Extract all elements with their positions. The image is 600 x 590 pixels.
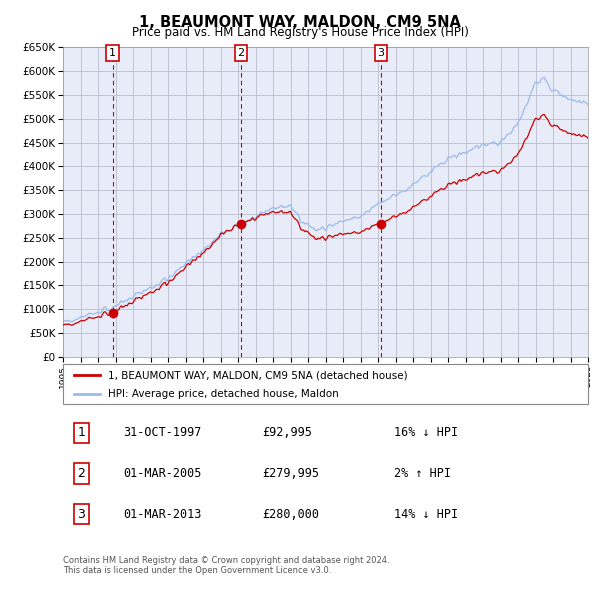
Text: 3: 3 bbox=[77, 507, 85, 520]
Text: £280,000: £280,000 bbox=[263, 507, 320, 520]
Text: Contains HM Land Registry data © Crown copyright and database right 2024.
This d: Contains HM Land Registry data © Crown c… bbox=[63, 556, 389, 575]
Text: 2: 2 bbox=[77, 467, 85, 480]
Text: 3: 3 bbox=[377, 48, 385, 58]
Text: 1: 1 bbox=[77, 427, 85, 440]
Text: 2: 2 bbox=[238, 48, 245, 58]
Text: £92,995: £92,995 bbox=[263, 427, 313, 440]
Text: 01-MAR-2013: 01-MAR-2013 bbox=[124, 507, 202, 520]
FancyBboxPatch shape bbox=[63, 364, 588, 404]
Text: 14% ↓ HPI: 14% ↓ HPI bbox=[394, 507, 458, 520]
Text: Price paid vs. HM Land Registry's House Price Index (HPI): Price paid vs. HM Land Registry's House … bbox=[131, 26, 469, 39]
Text: 16% ↓ HPI: 16% ↓ HPI bbox=[394, 427, 458, 440]
Text: 1, BEAUMONT WAY, MALDON, CM9 5NA: 1, BEAUMONT WAY, MALDON, CM9 5NA bbox=[139, 15, 461, 30]
Text: 01-MAR-2005: 01-MAR-2005 bbox=[124, 467, 202, 480]
Text: £279,995: £279,995 bbox=[263, 467, 320, 480]
Text: HPI: Average price, detached house, Maldon: HPI: Average price, detached house, Mald… bbox=[107, 389, 338, 399]
Text: 1: 1 bbox=[109, 48, 116, 58]
Text: 1, BEAUMONT WAY, MALDON, CM9 5NA (detached house): 1, BEAUMONT WAY, MALDON, CM9 5NA (detach… bbox=[107, 371, 407, 381]
Text: 31-OCT-1997: 31-OCT-1997 bbox=[124, 427, 202, 440]
Text: 2% ↑ HPI: 2% ↑ HPI bbox=[394, 467, 451, 480]
